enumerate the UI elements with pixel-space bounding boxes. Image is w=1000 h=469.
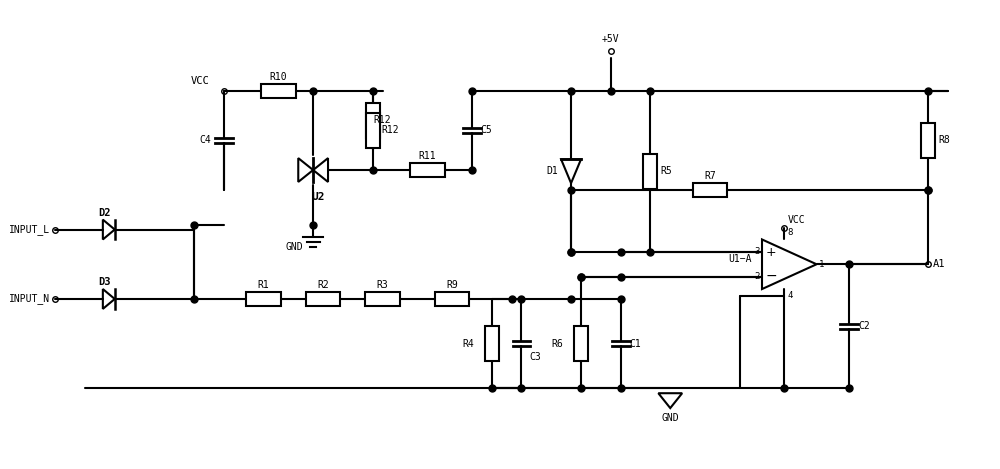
Text: INPUT_L: INPUT_L (9, 224, 50, 235)
Text: GND: GND (286, 242, 303, 252)
Bar (485, 326, 499, 361)
Text: C2: C2 (859, 321, 870, 331)
Text: C5: C5 (481, 125, 493, 136)
Bar (246, 292, 281, 306)
Bar (574, 326, 588, 361)
Text: R8: R8 (938, 135, 950, 145)
Text: R3: R3 (377, 280, 388, 290)
Text: R9: R9 (446, 280, 458, 290)
Bar (435, 292, 469, 306)
Bar (921, 123, 935, 158)
Text: R11: R11 (418, 151, 436, 161)
Text: C1: C1 (630, 339, 641, 348)
Bar (410, 163, 445, 177)
Bar (643, 154, 657, 189)
Text: +5V: +5V (602, 34, 620, 44)
Text: R12: R12 (374, 115, 391, 125)
Bar (261, 84, 296, 98)
Text: 4: 4 (787, 291, 793, 300)
Text: U1−A: U1−A (729, 254, 752, 265)
Text: A1: A1 (933, 259, 946, 269)
Text: 2: 2 (755, 272, 760, 281)
Text: D3: D3 (99, 277, 111, 287)
Text: R6: R6 (551, 339, 563, 348)
Bar (306, 292, 340, 306)
Text: R12: R12 (382, 125, 399, 136)
Text: U2: U2 (311, 192, 325, 202)
Text: R1: R1 (258, 280, 269, 290)
Text: R10: R10 (270, 72, 287, 82)
Bar (365, 292, 400, 306)
Text: VCC: VCC (787, 215, 805, 225)
Text: GND: GND (661, 413, 679, 423)
Text: −: − (766, 269, 778, 283)
Text: D2: D2 (99, 208, 111, 218)
Text: R2: R2 (317, 280, 329, 290)
Text: R4: R4 (462, 339, 474, 348)
Bar (366, 103, 380, 138)
Text: R7: R7 (704, 171, 716, 181)
Text: +: + (766, 246, 777, 259)
Text: INPUT_N: INPUT_N (9, 294, 50, 304)
Text: C3: C3 (529, 352, 541, 362)
Text: VCC: VCC (190, 76, 209, 86)
Text: 3: 3 (755, 247, 760, 257)
Text: 8: 8 (787, 228, 793, 237)
Text: 1: 1 (819, 260, 824, 269)
Text: D1: D1 (546, 166, 558, 176)
Text: R5: R5 (660, 166, 672, 176)
Text: C4: C4 (199, 135, 211, 145)
Bar (366, 113, 380, 148)
Bar (693, 183, 727, 197)
